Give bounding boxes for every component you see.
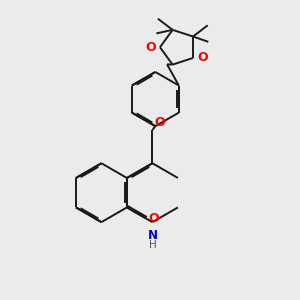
Text: H: H: [148, 240, 156, 250]
Text: O: O: [154, 116, 164, 128]
Text: N: N: [147, 229, 158, 242]
Text: O: O: [197, 52, 208, 64]
Text: O: O: [145, 41, 156, 54]
Text: O: O: [148, 212, 159, 225]
